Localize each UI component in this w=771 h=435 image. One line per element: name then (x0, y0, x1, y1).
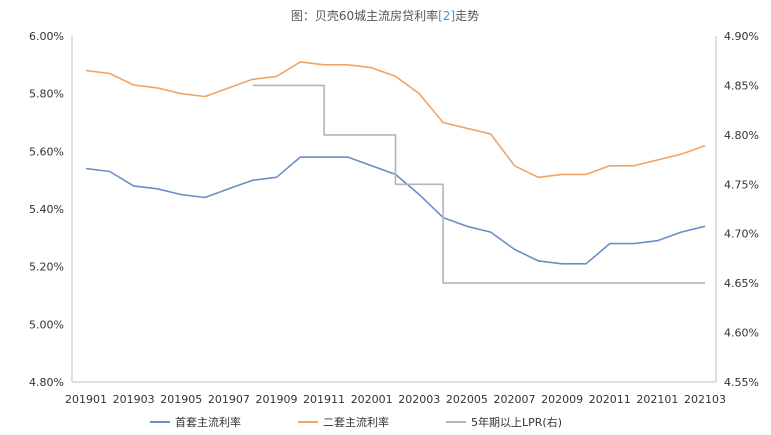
x-axis-ticks: 201901 201903 201905 201907 201909 201911 2020… (65, 393, 726, 406)
legend-label: 二套主流利率 (323, 415, 389, 429)
right-y-tick-label: 4.60% (724, 327, 759, 340)
x-tick-label: 202009 (541, 393, 583, 406)
series-layer (85, 61, 706, 284)
x-tick-label: 202003 (398, 393, 440, 406)
x-tick-label: 201905 (160, 393, 202, 406)
x-tick-label: 202005 (446, 393, 488, 406)
left-y-tick-label: 5.20% (29, 261, 64, 274)
chart-title-prefix: 图：贝壳60城主流房贷利率 (291, 8, 438, 23)
x-tick-label: 202001 (351, 393, 393, 406)
right-y-tick-label: 4.85% (724, 79, 759, 92)
x-tick-label: 202007 (494, 393, 536, 406)
x-tick-label: 202011 (589, 393, 631, 406)
legend-item: 首套主流利率 (150, 415, 241, 429)
right-y-tick-label: 4.80% (724, 129, 759, 142)
x-tick-label: 201911 (303, 393, 345, 406)
x-tick-label: 202101 (636, 393, 678, 406)
chart-title-suffix: 走势 (455, 9, 479, 23)
chart-title: 图：贝壳60城主流房贷利率[2]走势 (291, 8, 479, 23)
right-y-tick-label: 4.75% (724, 178, 759, 191)
x-tick-label: 201909 (255, 393, 297, 406)
left-y-tick-label: 5.40% (29, 203, 64, 216)
left-y-tick-label: 5.80% (29, 88, 64, 101)
x-tick-label: 201903 (113, 393, 155, 406)
left-y-axis-ticks: 4.80% 5.00% 5.20% 5.40% 5.60% 5.80% 6.00% (29, 30, 64, 389)
x-tick-label: 201901 (65, 393, 107, 406)
right-y-tick-label: 4.70% (724, 228, 759, 241)
x-tick-label: 201907 (208, 393, 250, 406)
right-y-tick-label: 4.90% (724, 30, 759, 43)
right-y-tick-label: 4.55% (724, 376, 759, 389)
right-y-tick-label: 4.65% (724, 277, 759, 290)
legend-label: 5年期以上LPR(右) (471, 415, 562, 429)
series-line-3 (252, 84, 705, 284)
legend-item: 5年期以上LPR(右) (446, 415, 562, 429)
left-y-tick-label: 6.00% (29, 30, 64, 43)
chart-title-ref: [2] (438, 9, 455, 23)
left-y-tick-label: 4.80% (29, 376, 64, 389)
legend-item: 二套主流利率 (298, 415, 389, 429)
right-y-axis-ticks: 4.55% 4.60% 4.65% 4.70% 4.75% 4.80% 4.85% 4.90% (724, 30, 759, 389)
series-line-2 (85, 61, 706, 179)
left-y-tick-label: 5.60% (29, 145, 64, 158)
left-y-tick-label: 5.00% (29, 318, 64, 331)
legend: 首套主流利率 二套主流利率 5年期以上LPR(右) (150, 415, 562, 429)
legend-label: 首套主流利率 (175, 415, 241, 429)
x-tick-label: 202103 (684, 393, 726, 406)
